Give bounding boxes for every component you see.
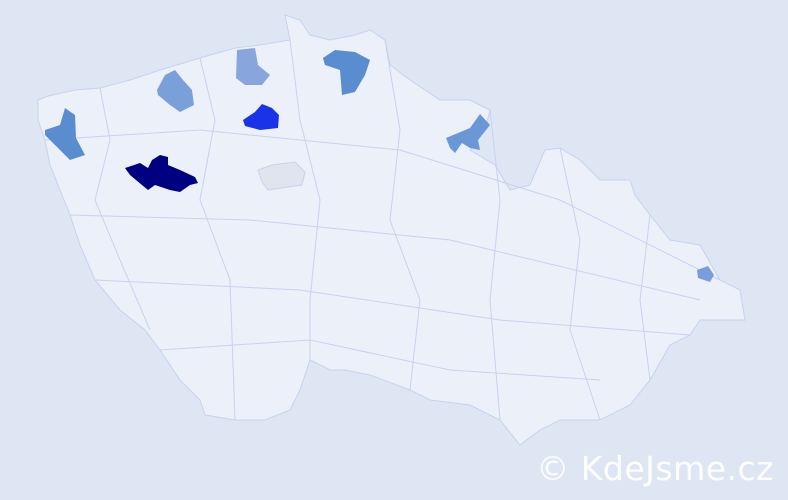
highlighted-regions (45, 48, 714, 282)
region-northeast[interactable] (446, 114, 490, 153)
region-central-grey[interactable] (257, 161, 306, 191)
region-north-light[interactable] (236, 48, 270, 85)
region-north-east[interactable] (323, 50, 370, 95)
region-north-blue[interactable] (243, 104, 279, 130)
region-east-small[interactable] (697, 266, 714, 282)
region-northwest[interactable] (157, 70, 194, 112)
region-far-west[interactable] (45, 108, 85, 160)
watermark: © KdeJsme.cz (536, 449, 774, 488)
region-west-dark[interactable] (125, 155, 198, 192)
district-borders (44, 39, 721, 421)
